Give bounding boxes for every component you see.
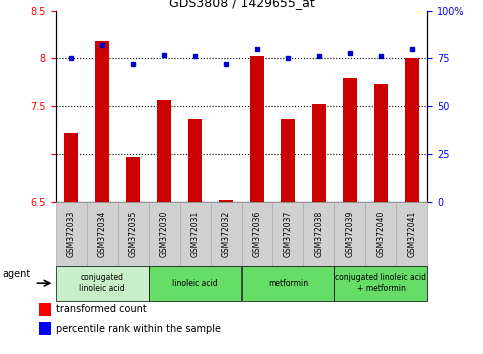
- Bar: [343, 78, 357, 202]
- Text: GSM372037: GSM372037: [284, 210, 293, 257]
- Bar: [334, 202, 366, 266]
- Bar: [149, 266, 242, 301]
- Text: GSM372031: GSM372031: [190, 211, 199, 257]
- Bar: [56, 266, 149, 301]
- Text: GSM372036: GSM372036: [253, 210, 261, 257]
- Bar: [250, 56, 264, 202]
- Text: GSM372039: GSM372039: [345, 210, 355, 257]
- Text: GSM372035: GSM372035: [128, 210, 138, 257]
- Bar: [242, 202, 272, 266]
- Bar: [39, 322, 51, 335]
- Text: GSM372038: GSM372038: [314, 211, 324, 257]
- Bar: [366, 202, 397, 266]
- Bar: [64, 133, 78, 202]
- Text: conjugated linoleic acid
+ metformin: conjugated linoleic acid + metformin: [336, 274, 426, 293]
- Bar: [303, 202, 334, 266]
- Text: GSM372034: GSM372034: [98, 210, 107, 257]
- Bar: [39, 303, 51, 316]
- Text: GSM372030: GSM372030: [159, 210, 169, 257]
- Bar: [374, 84, 388, 202]
- Bar: [272, 202, 303, 266]
- Bar: [334, 266, 427, 301]
- Text: agent: agent: [3, 269, 31, 279]
- Bar: [86, 202, 117, 266]
- Bar: [56, 202, 86, 266]
- Text: percentile rank within the sample: percentile rank within the sample: [56, 324, 221, 333]
- Bar: [312, 104, 326, 202]
- Bar: [405, 58, 419, 202]
- Bar: [219, 200, 233, 202]
- Text: GSM372041: GSM372041: [408, 211, 416, 257]
- Text: GSM372033: GSM372033: [67, 210, 75, 257]
- Text: linoleic acid: linoleic acid: [172, 279, 218, 288]
- Bar: [188, 119, 202, 202]
- Bar: [211, 202, 242, 266]
- Bar: [281, 119, 295, 202]
- Bar: [126, 157, 140, 202]
- Text: GSM372032: GSM372032: [222, 211, 230, 257]
- Bar: [397, 202, 427, 266]
- Bar: [157, 99, 171, 202]
- Text: transformed count: transformed count: [56, 304, 146, 314]
- Text: GSM372040: GSM372040: [376, 210, 385, 257]
- Bar: [242, 266, 334, 301]
- Text: conjugated
linoleic acid: conjugated linoleic acid: [79, 274, 125, 293]
- Text: metformin: metformin: [268, 279, 308, 288]
- Bar: [180, 202, 211, 266]
- Bar: [95, 41, 109, 202]
- Bar: [117, 202, 149, 266]
- Title: GDS3808 / 1429655_at: GDS3808 / 1429655_at: [169, 0, 314, 10]
- Bar: [149, 202, 180, 266]
